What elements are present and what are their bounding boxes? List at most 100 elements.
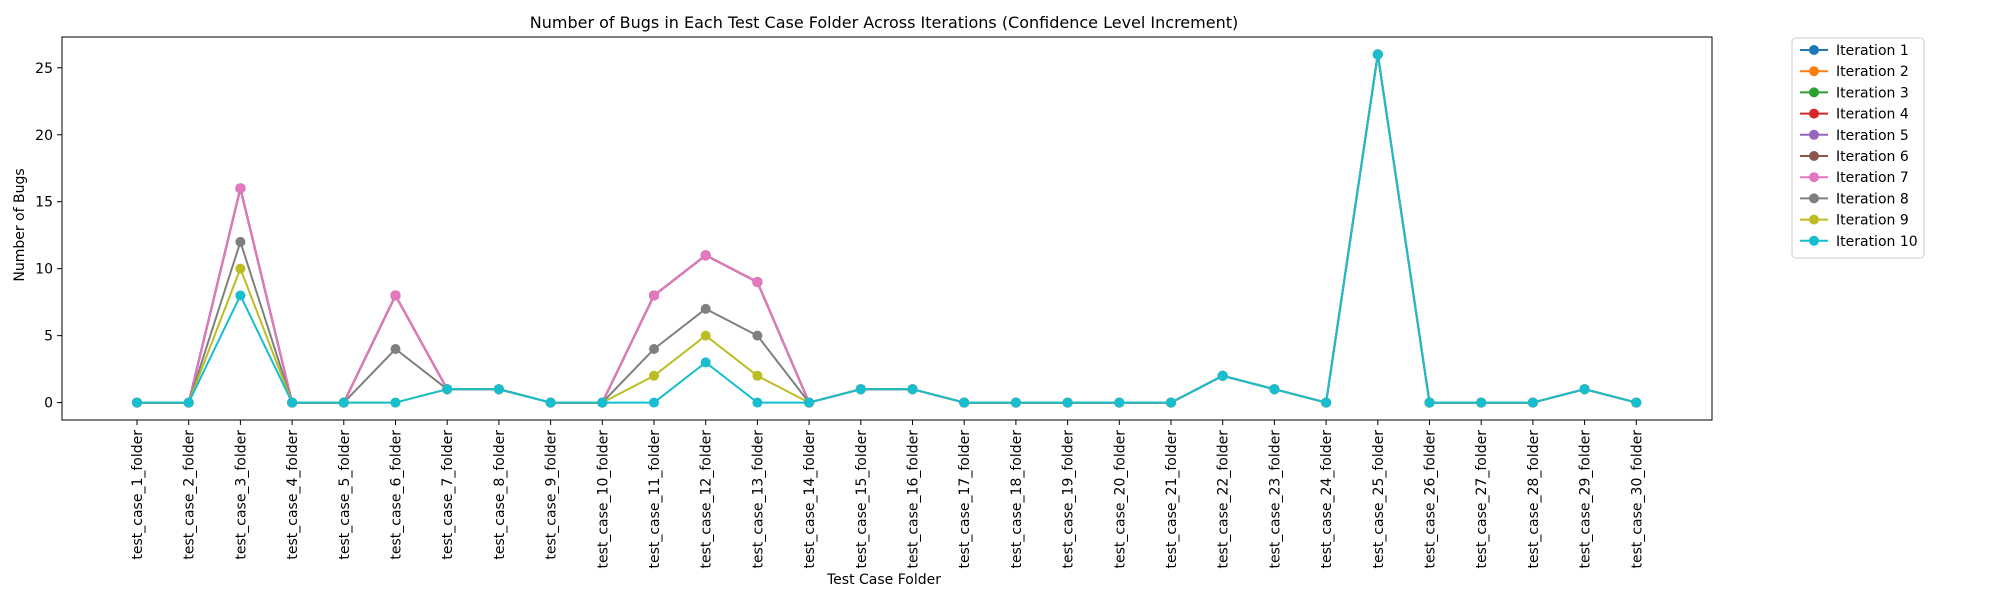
- x-tick-label: test_case_13_folder: [750, 430, 766, 569]
- x-tick-label: test_case_30_folder: [1629, 430, 1645, 569]
- legend-entry: Iteration 3: [1800, 85, 1909, 101]
- data-point: [649, 370, 659, 381]
- legend-marker: [1809, 214, 1819, 225]
- data-point: [287, 397, 298, 408]
- x-tick-label: test_case_27_folder: [1474, 430, 1490, 569]
- data-point: [1217, 370, 1228, 381]
- legend-label: Iteration 10: [1836, 234, 1918, 250]
- data-point: [1010, 397, 1021, 408]
- axes: 0 5 10 15 20 25 test_case_1_folder test_case_2_…: [35, 36, 1713, 569]
- x-tick-label: test_case_6_folder: [389, 430, 405, 560]
- legend-entry: Iteration 6: [1800, 149, 1909, 165]
- data-point: [752, 397, 763, 408]
- data-point: [1476, 397, 1487, 408]
- x-tick-label: test_case_15_folder: [854, 430, 870, 569]
- x-tick-label: test_case_4_folder: [285, 430, 301, 560]
- data-point: [1321, 397, 1332, 408]
- y-tick-label: 0: [44, 396, 53, 412]
- legend-entry: Iteration 9: [1800, 213, 1909, 229]
- y-tick-label: 25: [35, 61, 53, 77]
- x-tick-label: test_case_22_folder: [1216, 430, 1232, 569]
- x-tick-label: test_case_17_folder: [957, 430, 973, 569]
- legend-marker: [1809, 108, 1819, 119]
- x-tick-label: test_case_7_folder: [440, 430, 456, 560]
- x-tick-label: test_case_19_folder: [1061, 430, 1077, 569]
- legend-entry: Iteration 8: [1800, 191, 1909, 207]
- legend-label: Iteration 4: [1836, 107, 1909, 123]
- x-tick-label: test_case_21_folder: [1164, 430, 1180, 569]
- x-tick-label: test_case_29_folder: [1578, 430, 1594, 569]
- legend-label: Iteration 7: [1836, 170, 1909, 186]
- x-tick-label: test_case_18_folder: [1009, 430, 1025, 569]
- x-tick-label: test_case_28_folder: [1526, 430, 1542, 569]
- data-point: [1062, 397, 1073, 408]
- data-point: [183, 397, 194, 408]
- legend-marker: [1809, 151, 1819, 161]
- legend-marker: [1809, 172, 1819, 183]
- x-tick-label: test_case_16_folder: [906, 430, 922, 569]
- legend-label: Iteration 9: [1836, 213, 1909, 229]
- legend-marker: [1809, 193, 1819, 204]
- data-point: [855, 384, 866, 395]
- y-tick-label: 15: [35, 195, 53, 211]
- y-tick-label: 10: [35, 262, 53, 278]
- legend-entry: Iteration 5: [1800, 128, 1909, 144]
- legend-label: Iteration 3: [1836, 85, 1909, 101]
- data-point: [1269, 384, 1280, 395]
- legend-marker: [1809, 87, 1819, 98]
- series-line: [137, 53, 1637, 404]
- data-point: [1166, 397, 1176, 408]
- data-point: [700, 330, 711, 341]
- x-tick-label: test_case_1_folder: [130, 430, 146, 560]
- legend: Iteration 1 Iteration 2 Iteration 3 Iterati…: [1791, 37, 1925, 259]
- x-tick-label: test_case_26_folder: [1423, 430, 1439, 569]
- x-tick-label: test_case_9_folder: [544, 430, 560, 560]
- data-point: [1527, 397, 1538, 408]
- y-axis-label: Number of Bugs: [12, 168, 28, 281]
- x-axis-label: Test Case Folder: [826, 572, 941, 588]
- data-point: [545, 397, 556, 408]
- data-point: [132, 397, 142, 408]
- data-point: [1114, 397, 1125, 408]
- x-tick-label: test_case_24_folder: [1319, 430, 1335, 569]
- legend-entry: Iteration 7: [1800, 170, 1909, 186]
- x-tick-label: test_case_20_folder: [1112, 430, 1128, 569]
- data-point: [804, 397, 815, 408]
- x-tick-label: test_case_11_folder: [647, 430, 663, 569]
- data-point: [390, 290, 401, 301]
- y-tick-label: 20: [35, 128, 53, 144]
- legend-label: Iteration 2: [1836, 64, 1909, 80]
- data-point: [1579, 384, 1590, 395]
- data-point: [1372, 49, 1383, 60]
- x-tick-label: test_case_14_folder: [802, 430, 818, 569]
- x-tick-label: test_case_8_folder: [492, 430, 508, 560]
- legend-marker: [1809, 66, 1819, 77]
- data-point: [649, 344, 659, 355]
- data-point: [235, 290, 246, 301]
- plot-frame: [61, 36, 1713, 421]
- data-point: [390, 344, 401, 355]
- data-point: [442, 384, 453, 395]
- series-iteration-10: [132, 49, 1642, 408]
- data-point: [752, 277, 763, 288]
- legend-marker: [1809, 235, 1819, 246]
- legend-entry: Iteration 2: [1800, 64, 1909, 80]
- data-point: [235, 236, 246, 247]
- data-point: [390, 397, 401, 408]
- data-point: [649, 397, 659, 408]
- legend-label: Iteration 8: [1836, 191, 1909, 207]
- plot-area: [132, 49, 1642, 408]
- x-tick-label: test_case_23_folder: [1267, 430, 1283, 569]
- data-point: [700, 303, 711, 314]
- x-tick-label: test_case_10_folder: [595, 430, 611, 569]
- x-tick-label: test_case_12_folder: [699, 430, 715, 569]
- data-point: [649, 290, 659, 301]
- legend-entry: Iteration 1: [1800, 43, 1909, 59]
- data-point: [752, 330, 763, 341]
- y-tick-label: 5: [44, 329, 53, 345]
- data-point: [959, 397, 970, 408]
- x-tick-label: test_case_25_folder: [1371, 430, 1387, 569]
